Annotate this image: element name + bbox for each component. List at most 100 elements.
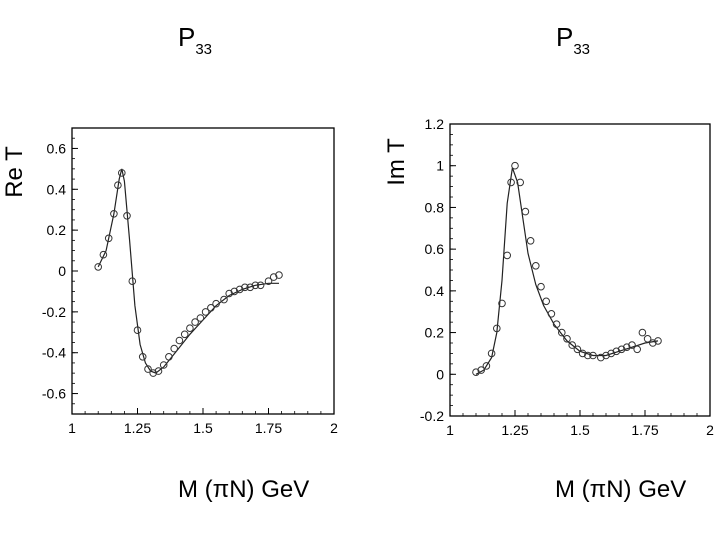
- right-y-tick-label: 1.2: [425, 116, 445, 132]
- left-data-point: [264, 277, 273, 286]
- left-data-point: [138, 353, 147, 361]
- right-data-point: [542, 297, 551, 306]
- right-data-point: [487, 349, 496, 358]
- right-data-point: [563, 335, 571, 343]
- left-data-point: [241, 283, 249, 292]
- right-data-point: [482, 362, 491, 370]
- left-data-point: [212, 299, 220, 308]
- left-data-point: [110, 210, 118, 218]
- right-title: P33: [556, 22, 590, 58]
- left-y-tick-label: 0: [58, 263, 66, 279]
- right-data-point: [498, 299, 506, 308]
- left-y-tick-label: -0.4: [42, 345, 66, 361]
- right-data-point: [493, 324, 501, 333]
- right-data-point: [516, 178, 525, 187]
- left-y-tick-label: -0.2: [42, 304, 66, 320]
- left-data-point: [251, 281, 260, 290]
- right-data-point: [607, 349, 616, 358]
- left-data-point: [170, 344, 178, 353]
- left-data-point: [230, 287, 239, 296]
- left-data-point: [275, 271, 283, 279]
- left-x-tick-label: 1: [68, 420, 76, 436]
- left-data-point: [191, 318, 199, 326]
- right-data-point: [633, 345, 642, 354]
- right-data-point: [638, 328, 647, 337]
- right-data-point: [568, 341, 577, 349]
- right-x-tick-label: 1: [446, 422, 454, 438]
- left-fit-curve: [97, 168, 279, 374]
- right-data-point: [623, 343, 631, 352]
- right-data-point: [511, 161, 519, 170]
- right-data-point: [472, 368, 480, 377]
- im-t-panel: P33 Im T M (πN) GeV 1 1.25 1.5 1.75 2 -0.2 0 0.…: [383, 22, 714, 503]
- right-data-point: [643, 335, 652, 343]
- left-data-point: [165, 353, 173, 361]
- left-y-tick-label: -0.6: [42, 386, 66, 402]
- left-data-point: [196, 314, 205, 322]
- left-data-point: [144, 365, 152, 373]
- right-data-point: [628, 341, 636, 349]
- left-x-tick-label: 1.75: [255, 420, 282, 436]
- right-x-tick-label: 1.75: [631, 422, 658, 438]
- right-x-tick-label: 2: [706, 422, 714, 438]
- left-data-point: [114, 181, 122, 189]
- right-data-point: [507, 178, 515, 187]
- left-data-point: [94, 263, 102, 271]
- right-y-tick-label: 0.4: [425, 283, 445, 299]
- re-t-panel: P33 Re T M (πN) GeV 1 1.25 1.5 1.75 2 -0.6 -0.…: [1, 22, 338, 503]
- right-data-point: [584, 351, 592, 360]
- right-data-point: [617, 345, 626, 354]
- right-data-point: [597, 353, 605, 362]
- right-data-point: [537, 282, 545, 291]
- right-y-axis-label: Im T: [383, 138, 410, 186]
- left-data-point: [225, 289, 233, 298]
- right-data-point: [589, 351, 597, 360]
- right-y-tick-label: 0: [436, 366, 444, 382]
- left-data-point: [149, 369, 157, 377]
- right-y-tick-label: -0.2: [420, 408, 444, 424]
- left-data-point: [175, 336, 184, 345]
- right-y-tick-label: 0.6: [425, 241, 445, 257]
- left-y-tick-label: 0.2: [47, 222, 67, 238]
- left-plot-frame: [71, 127, 335, 415]
- left-data-point: [133, 326, 142, 335]
- right-y-tick-label: 0.8: [425, 199, 445, 215]
- right-data-point: [552, 320, 561, 329]
- left-data-point: [269, 273, 278, 281]
- left-data-point: [118, 169, 126, 177]
- right-fit-curve: [475, 167, 659, 375]
- left-data-point: [123, 212, 131, 220]
- right-plot-frame: [449, 123, 711, 417]
- left-data-point: [256, 281, 265, 290]
- right-data-point: [526, 237, 535, 245]
- left-data-point: [159, 361, 168, 369]
- left-title: P33: [178, 22, 212, 58]
- right-data-point: [521, 207, 530, 216]
- left-data-point: [186, 324, 194, 333]
- left-x-tick-label: 2: [330, 420, 338, 436]
- left-data-point: [220, 295, 228, 304]
- right-x-tick-label: 1.25: [501, 422, 528, 438]
- left-x-tick-label: 1.5: [193, 420, 213, 436]
- right-data-point: [612, 347, 621, 356]
- left-y-tick-label: 0.4: [47, 181, 67, 197]
- right-data-point: [573, 345, 582, 354]
- left-y-tick-label: 0.6: [47, 140, 67, 156]
- right-data-point: [503, 251, 512, 260]
- right-data-point: [547, 310, 556, 318]
- left-data-point: [99, 250, 108, 259]
- left-data-point: [246, 283, 254, 292]
- left-data-point: [207, 304, 215, 312]
- left-data-point: [154, 367, 163, 375]
- left-data-point: [201, 308, 210, 316]
- right-x-tick-label: 1.5: [570, 422, 590, 438]
- left-y-axis-label: Re T: [1, 146, 28, 198]
- right-data-point: [532, 262, 540, 270]
- left-data-point: [180, 330, 189, 339]
- right-data-point: [558, 328, 566, 337]
- right-y-tick-label: 0.2: [425, 325, 445, 341]
- right-data-point: [654, 337, 662, 345]
- right-y-tick-label: 1: [436, 158, 444, 174]
- left-data-point: [235, 285, 244, 294]
- right-x-axis-label: M (πN) GeV: [555, 476, 686, 503]
